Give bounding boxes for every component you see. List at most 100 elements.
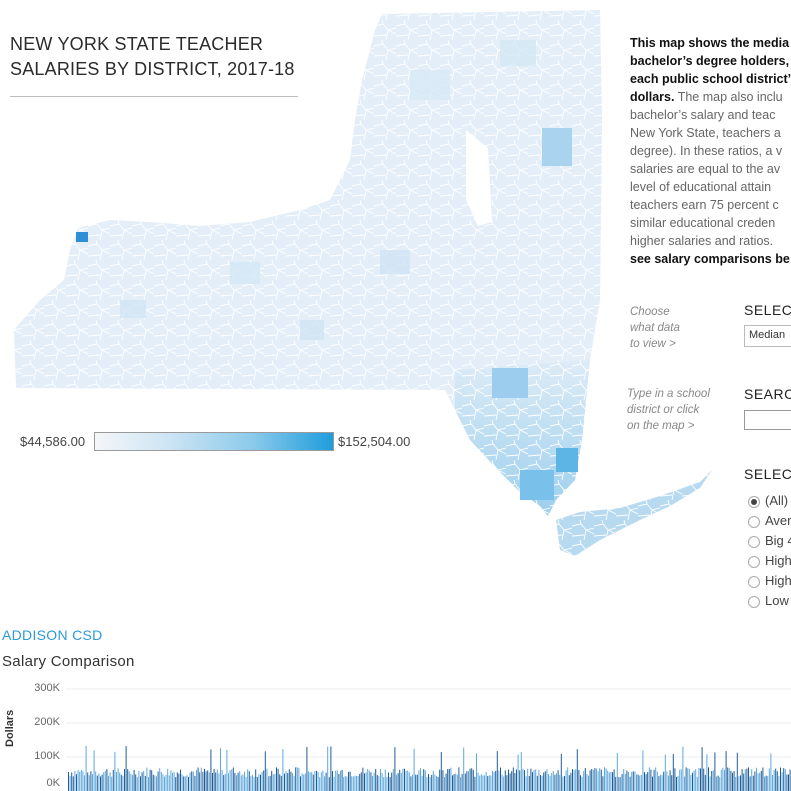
salary-bar[interactable] [634, 771, 636, 791]
salary-bar[interactable] [410, 776, 412, 791]
salary-bar[interactable] [612, 772, 613, 791]
salary-bar[interactable] [487, 776, 489, 791]
salary-bar[interactable] [333, 777, 335, 791]
salary-bar[interactable] [623, 769, 625, 791]
salary-bar[interactable] [597, 771, 599, 791]
salary-bar[interactable] [760, 771, 762, 791]
salary-bar[interactable] [461, 773, 463, 791]
salary-bar[interactable] [242, 774, 244, 791]
salary-bar[interactable] [535, 769, 537, 791]
salary-bar[interactable] [700, 768, 701, 791]
salary-bar[interactable] [514, 773, 516, 791]
salary-bar[interactable] [364, 773, 365, 791]
salary-bar[interactable] [589, 770, 591, 791]
salary-bar[interactable] [330, 746, 332, 791]
salary-bar[interactable] [496, 751, 498, 791]
salary-bar[interactable] [503, 776, 505, 791]
salary-bar[interactable] [698, 768, 700, 791]
salary-bar[interactable] [608, 772, 610, 791]
salary-bar[interactable] [237, 772, 239, 791]
salary-bar[interactable] [263, 770, 265, 791]
salary-bar[interactable] [789, 769, 791, 791]
salary-bar[interactable] [247, 769, 249, 791]
salary-bar[interactable] [735, 776, 737, 791]
salary-bar[interactable] [666, 771, 668, 791]
salary-bar[interactable] [591, 769, 593, 791]
salary-bar[interactable] [309, 772, 311, 791]
salary-bar[interactable] [200, 767, 202, 791]
salary-bar[interactable] [221, 770, 223, 791]
salary-bar[interactable] [616, 752, 618, 791]
salary-bar[interactable] [368, 770, 370, 791]
salary-bar[interactable] [655, 767, 657, 791]
salary-bar[interactable] [594, 768, 596, 791]
salary-bar[interactable] [732, 772, 733, 791]
salary-bar[interactable] [90, 771, 92, 791]
salary-bar[interactable] [672, 754, 674, 791]
salary-bar[interactable] [748, 767, 749, 791]
salary-bar[interactable] [644, 772, 645, 791]
salary-bar[interactable] [588, 775, 589, 791]
salary-bar[interactable] [191, 771, 193, 791]
salary-bar[interactable] [140, 776, 141, 791]
salary-bar[interactable] [306, 747, 308, 791]
salary-bar[interactable] [135, 774, 137, 791]
salary-bar[interactable] [164, 776, 165, 791]
salary-bar[interactable] [223, 775, 225, 791]
salary-bar[interactable] [751, 769, 753, 791]
salary-bar[interactable] [786, 774, 788, 791]
salary-bar[interactable] [418, 770, 420, 791]
salary-bar[interactable] [445, 773, 447, 791]
salary-bar[interactable] [618, 777, 620, 791]
salary-bar[interactable] [557, 770, 559, 791]
salary-bar[interactable] [96, 775, 98, 791]
salary-bar[interactable] [93, 750, 95, 791]
salary-bar[interactable] [106, 769, 108, 791]
salary-bar[interactable] [548, 774, 549, 791]
salary-bar[interactable] [714, 752, 716, 791]
salary-bar[interactable] [224, 773, 226, 791]
salary-bar[interactable] [362, 767, 364, 791]
salary-bar[interactable] [716, 776, 717, 791]
salary-bar[interactable] [592, 769, 594, 791]
salary-bar[interactable] [684, 776, 685, 791]
salary-bar[interactable] [344, 775, 346, 791]
salary-bar[interactable] [741, 769, 743, 791]
salary-bar[interactable] [604, 767, 605, 791]
salary-bar[interactable] [658, 776, 660, 791]
salary-bar[interactable] [320, 772, 322, 791]
salary-bar[interactable] [512, 767, 514, 791]
salary-bar[interactable] [423, 769, 425, 791]
salary-bar[interactable] [458, 767, 460, 791]
salary-bar[interactable] [404, 768, 405, 791]
salary-bar[interactable] [695, 769, 697, 791]
salary-bar[interactable] [207, 770, 209, 791]
salary-bar[interactable] [104, 770, 106, 791]
salary-bar[interactable] [253, 776, 255, 791]
salary-bar[interactable] [386, 776, 388, 791]
salary-bar[interactable] [712, 770, 714, 791]
salary-bar[interactable] [432, 770, 434, 791]
salary-bar[interactable] [220, 748, 221, 791]
salary-bar[interactable] [759, 772, 761, 791]
salary-bar[interactable] [711, 771, 713, 791]
salary-bar[interactable] [664, 754, 666, 791]
salary-bar[interactable] [95, 771, 97, 791]
salary-bar[interactable] [772, 775, 773, 791]
salary-bar[interactable] [108, 775, 109, 791]
salary-bar[interactable] [479, 775, 481, 791]
salary-bar[interactable] [328, 777, 330, 791]
salary-bar[interactable] [728, 768, 730, 791]
salary-bar[interactable] [188, 776, 189, 791]
salary-bar[interactable] [399, 769, 401, 791]
salary-bar[interactable] [141, 772, 143, 791]
salary-bar[interactable] [92, 774, 93, 791]
salary-bar[interactable] [733, 771, 735, 791]
salary-bar[interactable] [149, 769, 151, 791]
salary-bar[interactable] [708, 767, 709, 791]
district-search-input[interactable] [744, 410, 791, 430]
salary-bar[interactable] [216, 769, 218, 791]
salary-bar[interactable] [551, 773, 553, 791]
salary-bar[interactable] [768, 768, 770, 791]
salary-bar[interactable] [244, 771, 245, 791]
